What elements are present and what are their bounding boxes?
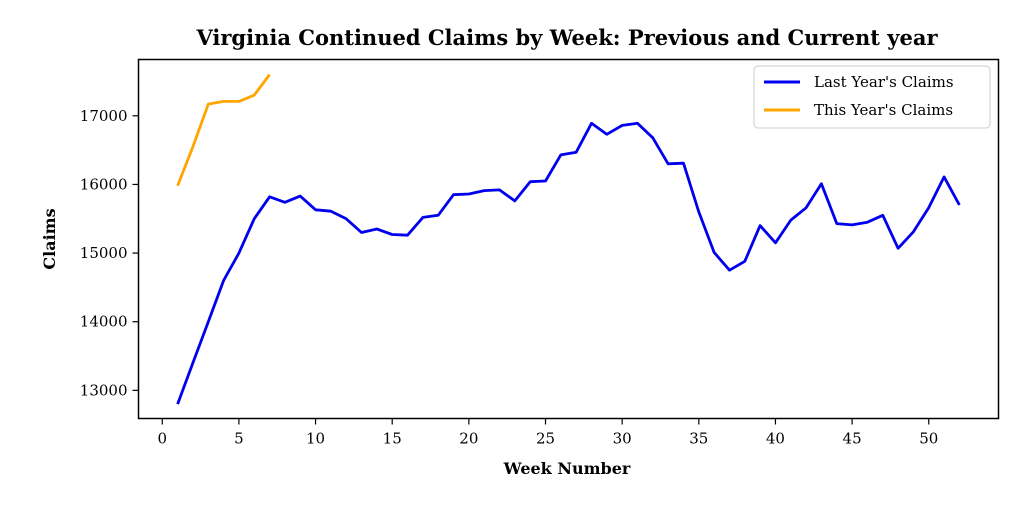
y-tick-label: 14000 [80, 313, 128, 331]
x-tick-label: 50 [919, 430, 938, 448]
y-tick-label: 13000 [80, 381, 128, 399]
x-tick-label: 0 [157, 430, 167, 448]
y-axis-label: Claims [40, 208, 59, 269]
y-axis-ticks: 13000 14000 15000 16000 17000 [80, 107, 139, 399]
y-tick-label: 15000 [80, 244, 128, 262]
legend-label-last-year: Last Year's Claims [814, 73, 954, 91]
series-line-1 [176, 73, 271, 187]
x-tick-label: 20 [459, 430, 478, 448]
x-tick-label: 35 [689, 430, 708, 448]
x-tick-label: 10 [306, 430, 325, 448]
x-tick-label: 40 [766, 430, 785, 448]
legend: Last Year's Claims This Year's Claims [753, 65, 991, 129]
legend-box [753, 65, 991, 129]
x-tick-label: 5 [234, 430, 244, 448]
x-tick-label: 30 [613, 430, 632, 448]
y-tick-label: 16000 [80, 175, 128, 193]
x-tick-label: 25 [536, 430, 555, 448]
plot-frame [137, 58, 1000, 420]
y-tick-label: 17000 [80, 107, 128, 125]
x-axis-ticks: 0 5 10 15 20 25 30 35 40 45 50 [157, 418, 938, 448]
chart-title: Virginia Continued Claims by Week: Previ… [195, 25, 938, 50]
plot-area [176, 73, 961, 405]
x-tick-label: 45 [843, 430, 862, 448]
series-line-0 [176, 121, 961, 405]
x-tick-label: 15 [383, 430, 402, 448]
legend-label-this-year: This Year's Claims [814, 101, 953, 119]
x-axis-label: Week Number [503, 459, 631, 478]
